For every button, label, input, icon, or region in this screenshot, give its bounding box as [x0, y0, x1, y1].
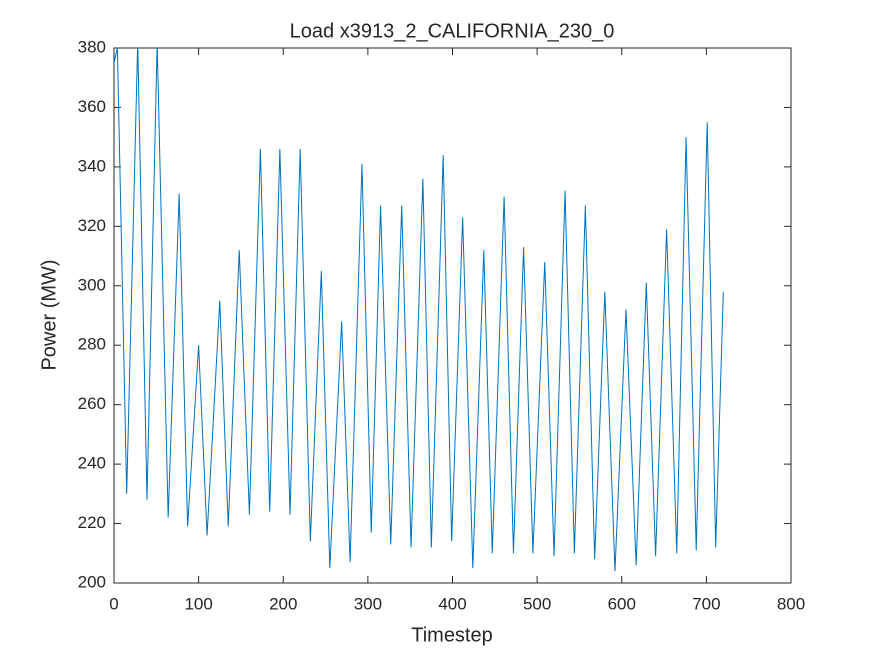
chart-title: Load x3913_2_CALIFORNIA_230_0 — [290, 20, 615, 42]
y-tick-label: 200 — [78, 572, 106, 591]
y-tick-label: 260 — [78, 394, 106, 413]
y-tick-label: 360 — [78, 97, 106, 116]
x-tick-label: 300 — [354, 594, 382, 613]
y-tick-label: 300 — [78, 275, 106, 294]
y-tick-label: 340 — [78, 156, 106, 175]
x-tick-label: 400 — [438, 594, 466, 613]
x-tick-label: 800 — [777, 594, 805, 613]
y-tick-label: 220 — [78, 513, 106, 532]
x-tick-label: 100 — [184, 594, 212, 613]
x-tick-label: 500 — [523, 594, 551, 613]
x-tick-label: 600 — [608, 594, 636, 613]
x-tick-label: 0 — [109, 594, 118, 613]
y-tick-label: 280 — [78, 335, 106, 354]
x-tick-label: 700 — [692, 594, 720, 613]
y-tick-label: 240 — [78, 454, 106, 473]
y-tick-label: 380 — [78, 37, 106, 56]
y-tick-label: 320 — [78, 216, 106, 235]
data-line — [114, 48, 724, 572]
x-tick-label: 200 — [269, 594, 297, 613]
x-axis-label: Timestep — [411, 624, 493, 646]
y-axis-label: Power (MW) — [38, 259, 60, 370]
